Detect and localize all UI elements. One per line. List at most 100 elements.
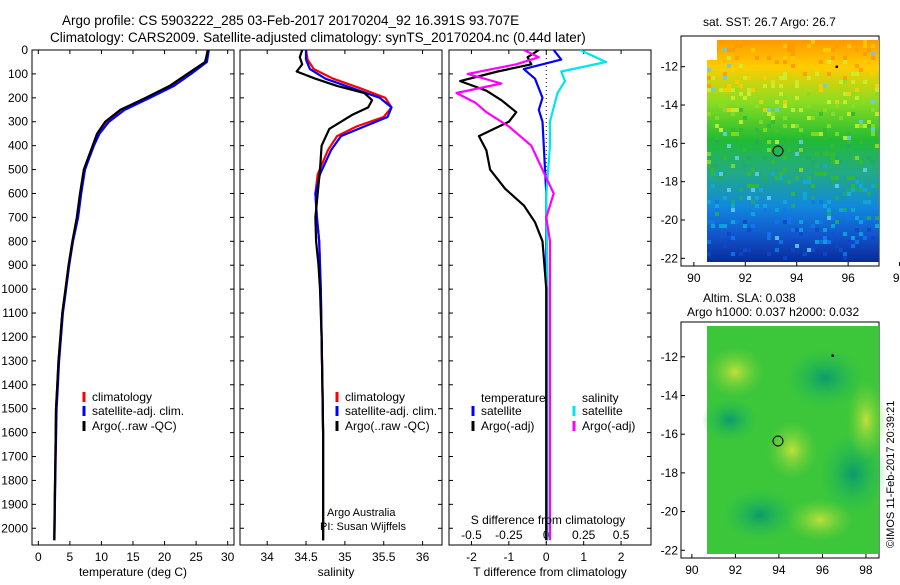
legend-t-argo: Argo(-adj)	[481, 419, 534, 433]
sst-pixel	[815, 172, 819, 176]
sst-field	[707, 40, 879, 262]
map-y-tick-label: -22	[661, 251, 679, 265]
sst-pixel	[811, 116, 815, 120]
depth-tick-label: 900	[8, 258, 28, 272]
sla-float-track-mark: ▪	[831, 351, 835, 362]
sla-map-title1: Altim. SLA: 0.038	[703, 291, 796, 305]
difference-series	[455, 50, 608, 541]
sst-pixel	[739, 128, 743, 132]
sst-pixel	[831, 232, 835, 236]
sst-pixel	[783, 56, 787, 60]
depth-tick-label: 200	[8, 91, 28, 105]
sst-pixel	[831, 160, 835, 164]
sst-pixel	[747, 88, 751, 92]
sst-pixel	[863, 40, 867, 44]
sst-pixel	[707, 88, 711, 92]
sst-pixel	[735, 88, 739, 92]
sst-pixel	[743, 96, 747, 100]
sst-pixel	[715, 204, 719, 208]
series-line-salinity-argo-adj-	[455, 50, 555, 541]
sst-pixel	[839, 100, 843, 104]
sst-pixel	[735, 108, 739, 112]
sst-pixel	[823, 84, 827, 88]
sst-pixel	[731, 132, 735, 136]
x-tick-label: 15	[126, 550, 140, 564]
sst-pixel	[755, 128, 759, 132]
sst-pixel	[759, 120, 763, 124]
sst-pixel	[711, 88, 715, 92]
sla-map-axes: 90 92 94 96 98 -12 -14 -16 -18 -20 -22	[661, 350, 873, 577]
sst-pixel	[839, 80, 843, 84]
sst-pixel	[723, 244, 727, 248]
s-tick-label: 0.5	[613, 528, 630, 542]
sst-pixel	[871, 216, 875, 220]
series-line-satellite-adj-clim-	[304, 50, 393, 541]
map-y-tick-label: -22	[661, 543, 679, 557]
sst-pixel	[859, 220, 863, 224]
sst-pixel	[811, 248, 815, 252]
sst-pixel	[807, 92, 811, 96]
sst-pixel	[763, 84, 767, 88]
depth-tick-label: 1500	[1, 402, 28, 416]
sst-pixel	[855, 88, 859, 92]
sst-pixel	[827, 124, 831, 128]
sst-pixel	[763, 208, 767, 212]
sst-pixel	[767, 108, 771, 112]
sst-pixel	[839, 160, 843, 164]
sst-pixel	[783, 168, 787, 172]
sst-pixel	[827, 48, 831, 52]
sst-pixel	[739, 84, 743, 88]
sst-pixel	[731, 108, 735, 112]
sst-pixel	[819, 84, 823, 88]
x-tick-label: 2	[618, 550, 625, 564]
sst-pixel	[731, 68, 735, 72]
sst-pixel	[755, 56, 759, 60]
sst-pixel	[779, 84, 783, 88]
sst-pixel	[823, 204, 827, 208]
sst-pixel	[743, 220, 747, 224]
x-tick-label: 1	[580, 550, 587, 564]
sst-pixel	[767, 148, 771, 152]
x-tick-label: 35.5	[372, 550, 396, 564]
sst-pixel	[859, 120, 863, 124]
sst-pixel	[751, 200, 755, 204]
sst-pixel	[835, 156, 839, 160]
sst-pixel	[847, 192, 851, 196]
sst-pixel	[835, 68, 839, 72]
difference-plot-frame	[448, 49, 652, 546]
depth-tick-label: 300	[8, 115, 28, 129]
sst-pixel	[831, 224, 835, 228]
sst-pixel	[859, 232, 863, 236]
sst-pixel	[871, 52, 875, 56]
series-line-temperature-argo-adj-	[459, 50, 548, 541]
legend-satellite-adj: satellite-adj. clim.	[92, 404, 184, 418]
sst-pixel	[855, 188, 859, 192]
sst-pixel	[723, 48, 727, 52]
figure-title-line2: Climatology: CARS2009. Satellite-adjuste…	[50, 30, 586, 45]
map-y-tick-label: -16	[661, 136, 679, 150]
sst-pixel	[839, 248, 843, 252]
sst-pixel	[715, 124, 719, 128]
x-tick-label: -1	[504, 550, 515, 564]
sst-pixel	[783, 208, 787, 212]
sst-pixel	[791, 228, 795, 232]
sst-pixel	[767, 112, 771, 116]
sst-pixel	[715, 136, 719, 140]
sst-pixel	[851, 188, 855, 192]
map-y-tick-label: -12	[661, 60, 679, 74]
sst-pixel	[831, 152, 835, 156]
sst-pixel	[831, 156, 835, 160]
x-tick-label: 25	[189, 550, 203, 564]
sst-pixel	[707, 164, 711, 168]
sst-pixel	[863, 188, 867, 192]
x-tick-label: 34	[261, 550, 275, 564]
map-x-tick-label: 94	[790, 271, 804, 285]
sst-pixel	[847, 68, 851, 72]
sst-pixel	[807, 40, 811, 44]
sst-pixel	[751, 188, 755, 192]
sst-pixel	[867, 124, 871, 128]
sst-pixel	[747, 76, 751, 80]
sst-pixel	[783, 200, 787, 204]
sst-pixel	[791, 52, 795, 56]
sst-pixel	[783, 104, 787, 108]
